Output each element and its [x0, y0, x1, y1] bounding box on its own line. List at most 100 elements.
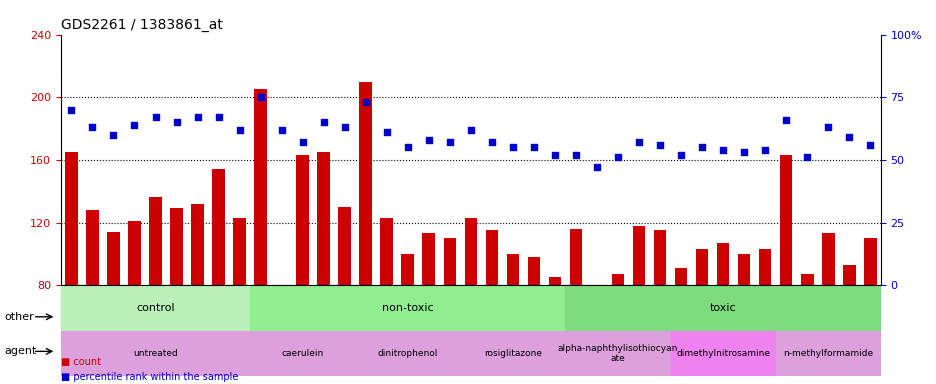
Bar — [506, 254, 519, 384]
Bar — [443, 238, 456, 384]
Bar — [863, 238, 876, 384]
Point — [168, 119, 183, 125]
Bar — [775, 331, 880, 376]
Point — [631, 139, 646, 146]
Point — [379, 129, 394, 136]
Point — [127, 122, 142, 128]
Bar — [674, 268, 687, 384]
Text: agent: agent — [5, 346, 37, 356]
Point — [462, 127, 477, 133]
Point — [673, 152, 688, 158]
Text: ■ percentile rank within the sample: ■ percentile rank within the sample — [61, 372, 238, 382]
Point — [715, 147, 730, 153]
Point — [736, 149, 751, 156]
Bar — [485, 230, 498, 384]
Point — [274, 127, 289, 133]
Bar — [464, 218, 476, 384]
Bar — [61, 331, 250, 376]
Bar — [170, 209, 183, 384]
Bar — [128, 221, 140, 384]
Point — [757, 147, 772, 153]
Point — [253, 94, 268, 100]
Bar — [317, 152, 329, 384]
Point — [232, 127, 247, 133]
Bar — [61, 285, 250, 331]
Bar — [548, 277, 561, 384]
Bar — [275, 285, 287, 384]
Point — [589, 164, 604, 170]
Text: alpha-naphthylisothiocyan
ate: alpha-naphthylisothiocyan ate — [557, 344, 678, 363]
Point — [547, 152, 562, 158]
Bar — [149, 197, 162, 384]
Text: other: other — [5, 312, 35, 322]
Bar — [191, 204, 204, 384]
Point — [651, 142, 666, 148]
Bar — [800, 274, 812, 384]
Point — [190, 114, 205, 120]
Bar — [611, 274, 623, 384]
Point — [568, 152, 583, 158]
Bar — [842, 265, 855, 384]
Point — [358, 99, 373, 105]
Point — [841, 134, 856, 141]
Text: non-toxic: non-toxic — [382, 303, 433, 313]
Text: untreated: untreated — [133, 349, 178, 358]
Bar — [65, 152, 78, 384]
Point — [211, 114, 226, 120]
Point — [148, 114, 163, 120]
Bar — [296, 155, 309, 384]
Bar — [250, 285, 564, 331]
Bar — [632, 226, 645, 384]
Point — [798, 154, 813, 161]
Bar — [401, 254, 414, 384]
Text: GDS2261 / 1383861_at: GDS2261 / 1383861_at — [61, 18, 223, 32]
Bar — [737, 254, 750, 384]
Bar — [380, 218, 392, 384]
Point — [400, 144, 415, 151]
Bar — [653, 230, 665, 384]
Point — [778, 117, 793, 123]
Bar — [355, 331, 460, 376]
Point — [85, 124, 100, 130]
Point — [862, 142, 877, 148]
Bar — [460, 331, 564, 376]
Point — [421, 137, 436, 143]
Bar — [569, 229, 581, 384]
Point — [526, 144, 541, 151]
Point — [694, 144, 709, 151]
Text: rosiglitazone: rosiglitazone — [483, 349, 541, 358]
Point — [484, 139, 499, 146]
Bar — [254, 89, 267, 384]
Bar — [527, 257, 540, 384]
Bar — [590, 285, 603, 384]
Point — [315, 119, 330, 125]
Text: control: control — [136, 303, 175, 313]
Bar — [338, 207, 351, 384]
Point — [337, 124, 352, 130]
Bar — [250, 331, 355, 376]
Point — [820, 124, 835, 130]
Point — [505, 144, 519, 151]
Text: toxic: toxic — [709, 303, 736, 313]
Point — [610, 154, 625, 161]
Bar — [212, 169, 225, 384]
Bar — [564, 331, 670, 376]
Bar — [422, 233, 434, 384]
Bar — [107, 232, 120, 384]
Bar — [86, 210, 98, 384]
Bar — [779, 155, 792, 384]
Text: caerulein: caerulein — [281, 349, 324, 358]
Text: dimethylnitrosamine: dimethylnitrosamine — [676, 349, 769, 358]
Text: ■ count: ■ count — [61, 357, 101, 367]
Text: n-methylformamide: n-methylformamide — [782, 349, 872, 358]
Bar — [821, 233, 834, 384]
Text: dinitrophenol: dinitrophenol — [377, 349, 437, 358]
Point — [64, 107, 79, 113]
Point — [106, 132, 121, 138]
Bar — [564, 285, 880, 331]
Bar — [233, 218, 245, 384]
Bar — [758, 249, 770, 384]
Bar — [716, 243, 728, 384]
Bar — [670, 331, 775, 376]
Bar — [695, 249, 708, 384]
